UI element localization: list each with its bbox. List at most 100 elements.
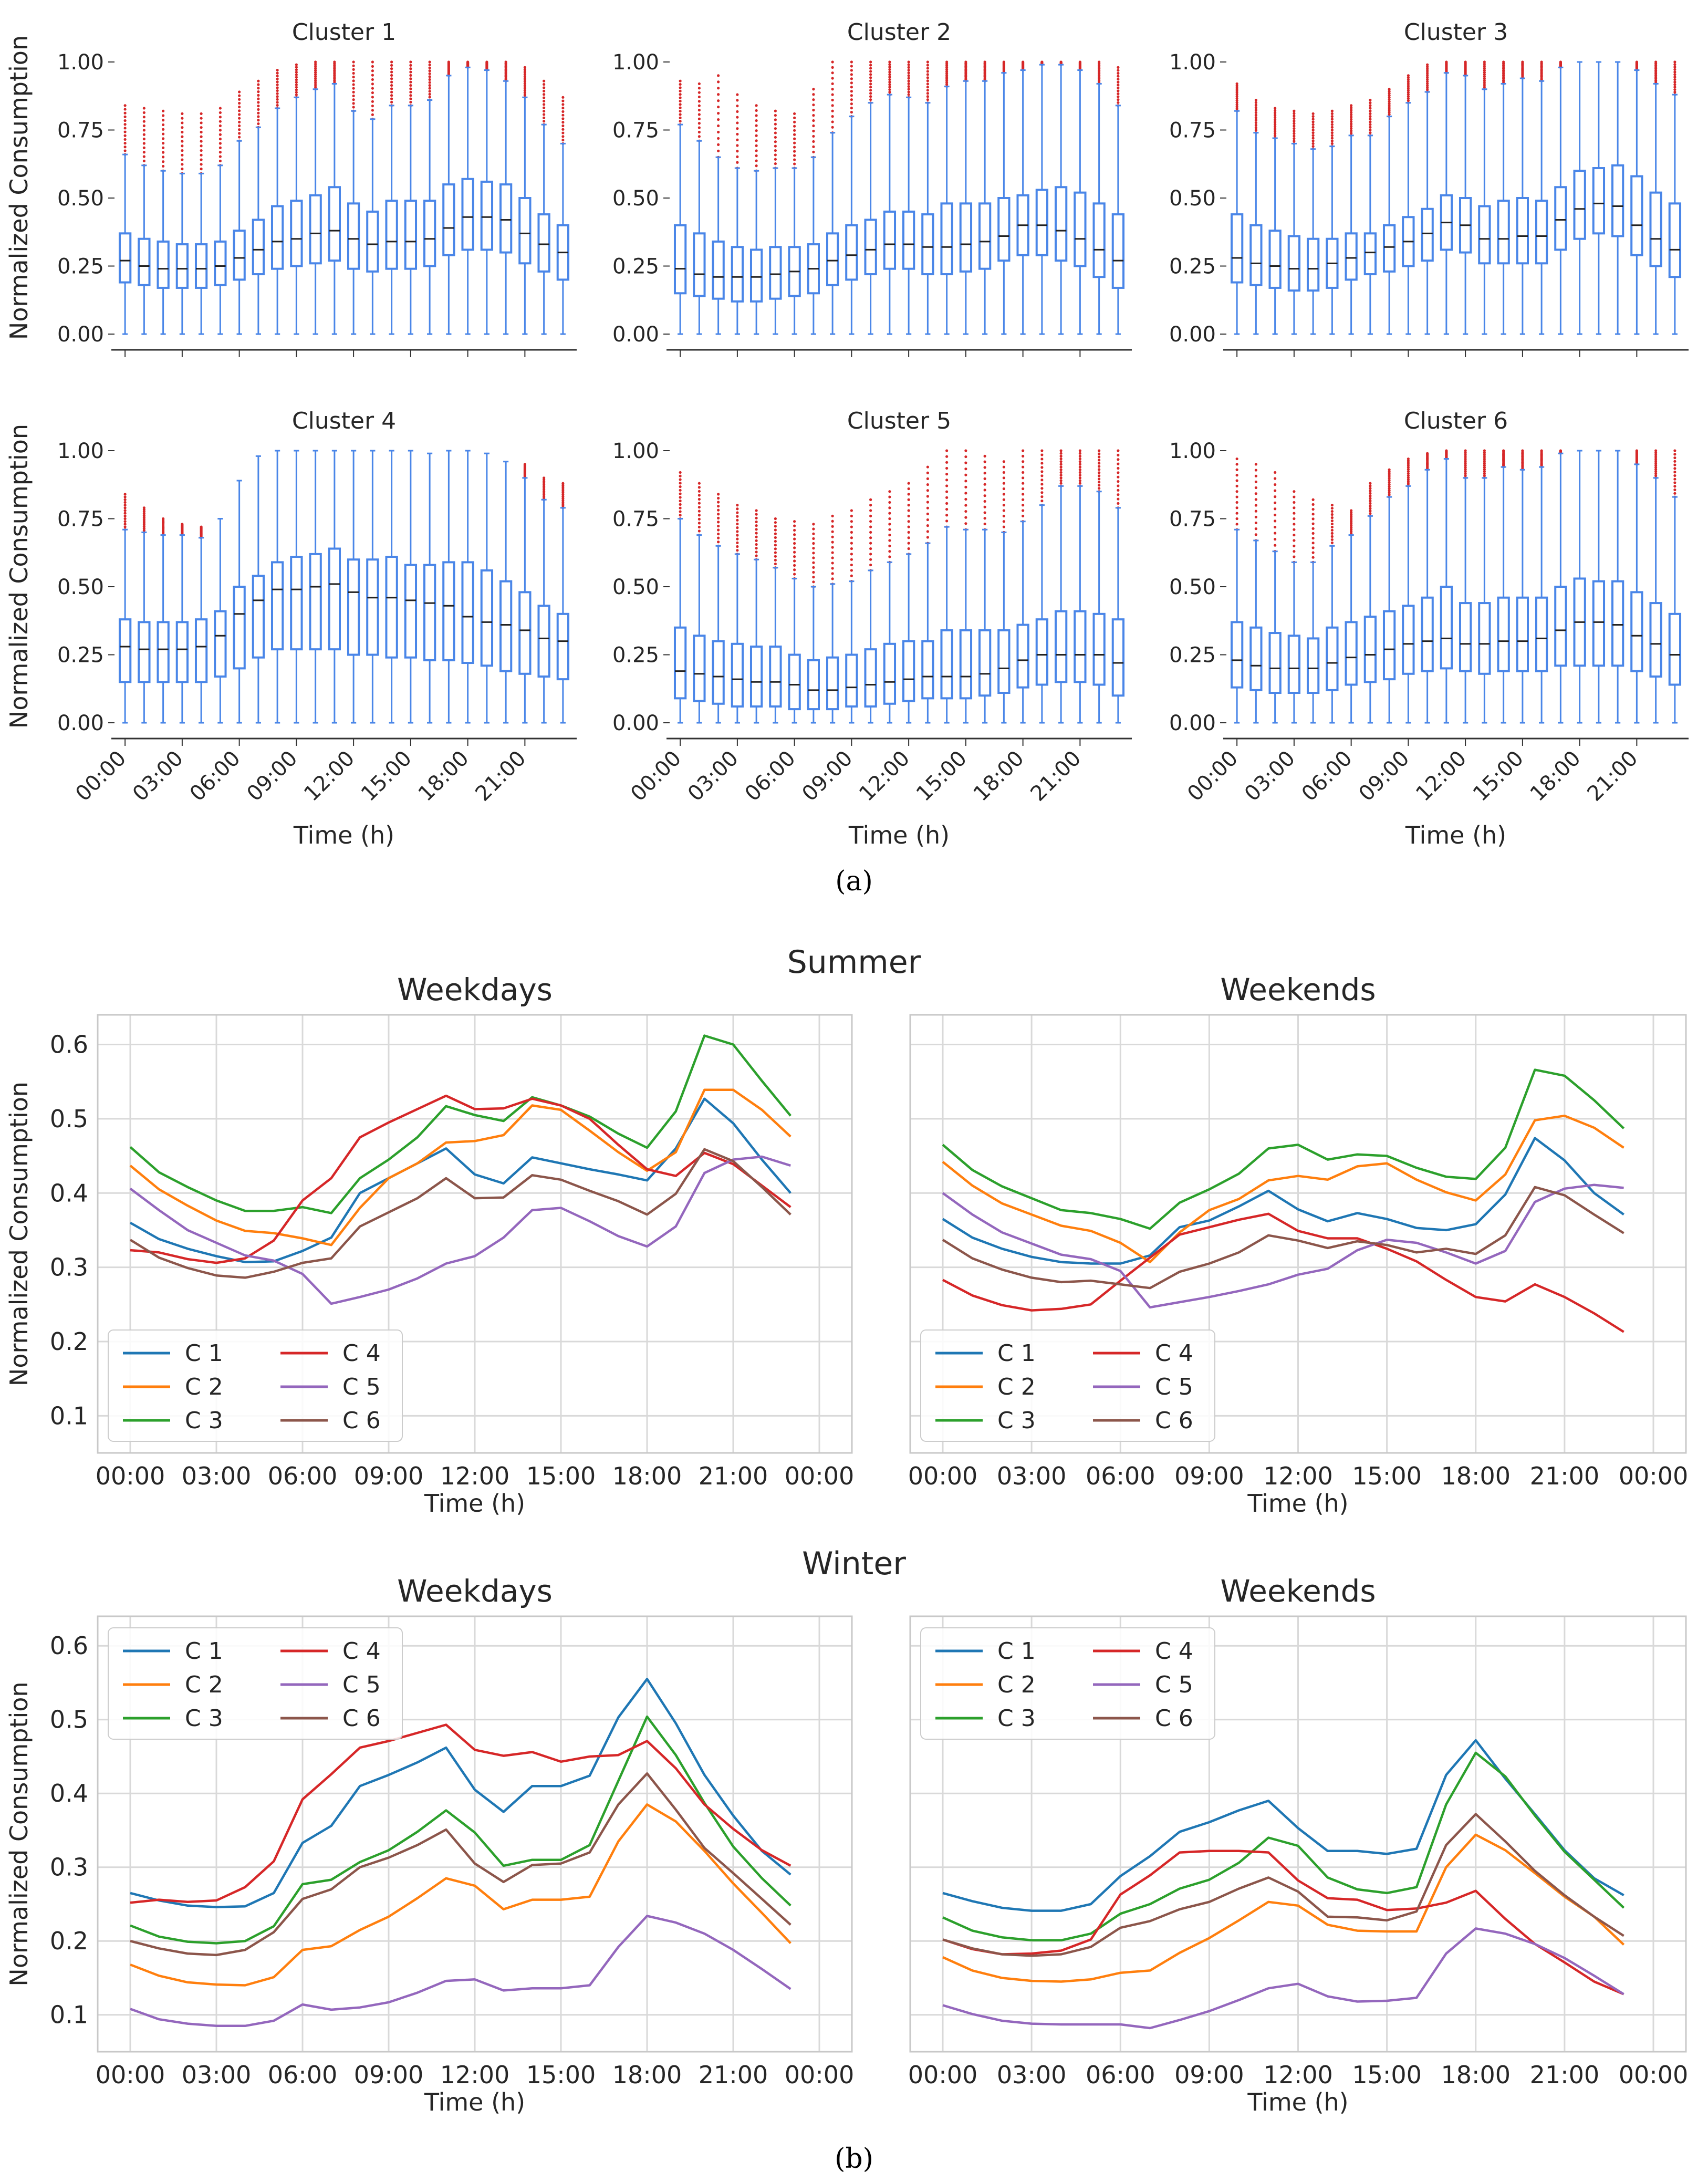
outlier-point xyxy=(142,529,145,532)
outlier-point xyxy=(1369,502,1372,505)
outlier-point xyxy=(793,568,796,572)
outlier-point xyxy=(831,519,834,523)
outlier-point xyxy=(1002,520,1005,523)
outlier-point xyxy=(1330,126,1334,129)
outlier-point xyxy=(717,501,720,504)
iqr-box xyxy=(480,180,494,251)
box-hour-11 xyxy=(1440,60,1453,335)
x-tick-label: 18:00 xyxy=(1526,746,1586,806)
outlier-point xyxy=(755,144,758,147)
outlier-point xyxy=(831,93,834,96)
y-tick-label: 1.00 xyxy=(612,439,659,463)
iqr-box xyxy=(1592,167,1606,235)
iqr-box xyxy=(940,202,953,276)
outlier-point xyxy=(428,63,431,67)
iqr-box xyxy=(214,610,227,678)
outlier-point xyxy=(697,505,701,509)
box-hour-4 xyxy=(749,509,763,724)
outlier-point xyxy=(181,149,184,152)
outlier-point xyxy=(755,129,758,132)
y-tick-label: 0.50 xyxy=(57,186,104,211)
box-hour-10 xyxy=(309,60,322,335)
series-line-c4 xyxy=(130,1094,791,1264)
outlier-point xyxy=(561,121,565,124)
series-line-c5 xyxy=(942,1927,1624,2030)
outlier-point xyxy=(1235,84,1238,88)
outlier-point xyxy=(1350,524,1353,527)
outlier-point xyxy=(850,542,853,545)
subplot-title: Weekends xyxy=(1220,972,1376,1007)
outlier-point xyxy=(1254,113,1257,117)
legend-label: C 5 xyxy=(1155,1671,1193,1698)
outlier-point xyxy=(1274,134,1277,138)
outlier-point xyxy=(697,502,701,505)
outlier-point xyxy=(1369,128,1372,132)
outlier-point xyxy=(736,526,739,529)
outlier-point xyxy=(371,96,374,99)
iqr-box xyxy=(959,629,973,700)
outlier-point xyxy=(1388,98,1391,101)
outlier-point xyxy=(697,486,701,489)
iqr-box xyxy=(1459,602,1472,672)
outlier-point xyxy=(1350,526,1353,529)
iqr-box xyxy=(997,629,1011,694)
outlier-point xyxy=(907,90,910,93)
x-tick-label: 00:00 xyxy=(908,1462,978,1490)
outlier-point xyxy=(1369,489,1372,493)
outlier-point xyxy=(543,89,546,92)
outlier-point xyxy=(679,89,682,92)
box-hour-18 xyxy=(1573,450,1586,724)
outlier-point xyxy=(926,495,929,498)
outlier-point xyxy=(774,136,777,139)
outlier-point xyxy=(736,121,739,124)
outlier-point xyxy=(1673,485,1676,488)
outlier-point xyxy=(1254,521,1257,525)
outlier-point xyxy=(850,574,853,577)
outlier-point xyxy=(1426,82,1429,85)
outlier-point xyxy=(736,161,739,164)
outlier-point xyxy=(1098,481,1101,484)
outlier-point xyxy=(561,489,565,493)
iqr-box xyxy=(1516,197,1529,265)
iqr-box xyxy=(1535,596,1548,672)
outlier-point xyxy=(755,550,758,554)
box-hour-11 xyxy=(883,60,897,335)
outlier-point xyxy=(1673,474,1676,477)
box-hour-10 xyxy=(864,498,877,724)
outlier-point xyxy=(142,151,145,154)
outlier-point xyxy=(697,91,701,94)
outlier-point xyxy=(1022,476,1025,480)
outlier-point xyxy=(1388,476,1391,480)
outlier-point xyxy=(1673,63,1676,66)
outlier-point xyxy=(200,112,203,116)
outlier-point xyxy=(697,122,701,125)
box-hour-5 xyxy=(769,517,782,724)
outlier-point xyxy=(1274,501,1277,504)
outlier-point xyxy=(428,96,431,99)
outlier-point xyxy=(1369,123,1372,126)
box-hour-11 xyxy=(883,490,897,724)
box-hour-6 xyxy=(788,112,801,335)
outlier-point xyxy=(276,103,279,107)
outlier-point xyxy=(717,504,720,508)
outlier-point xyxy=(1059,457,1063,461)
season-title: Winter xyxy=(802,1545,906,1582)
box-hour-1 xyxy=(693,82,706,335)
iqr-box xyxy=(1230,621,1244,689)
outlier-point xyxy=(276,71,279,75)
outlier-point xyxy=(888,533,891,537)
outlier-point xyxy=(218,111,222,115)
outlier-point xyxy=(1483,67,1486,70)
outlier-point xyxy=(123,506,127,510)
outlier-point xyxy=(1117,86,1120,90)
outlier-point xyxy=(1350,529,1353,533)
outlier-point xyxy=(371,60,374,64)
outlier-point xyxy=(1426,67,1429,70)
outlier-point xyxy=(1293,127,1296,130)
y-tick-label: 0.5 xyxy=(50,1105,88,1133)
outlier-point xyxy=(945,74,949,77)
outlier-point xyxy=(1407,463,1410,467)
outlier-point xyxy=(907,85,910,88)
outlier-point xyxy=(1388,472,1391,475)
outlier-point xyxy=(1388,109,1391,112)
